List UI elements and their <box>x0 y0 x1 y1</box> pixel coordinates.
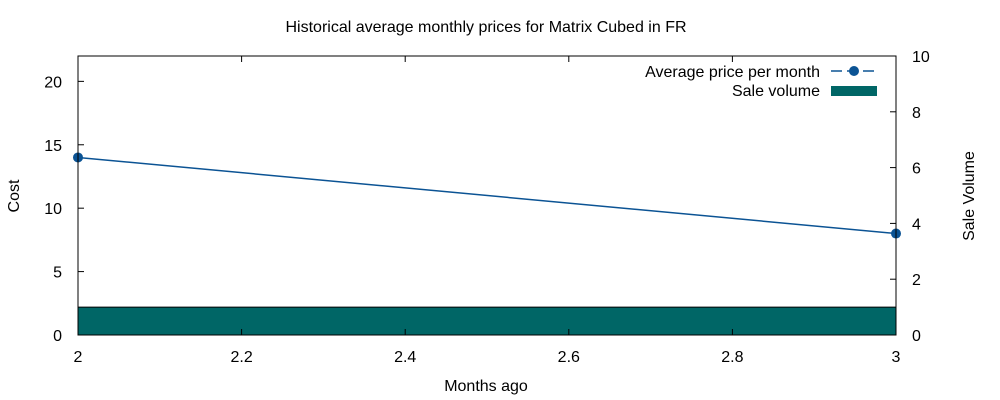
y-tick-label: 10 <box>44 201 62 218</box>
chart-title: Historical average monthly prices for Ma… <box>285 19 686 36</box>
x-tick-label: 2.4 <box>394 349 416 366</box>
y2-tick-label: 10 <box>912 49 930 66</box>
y-tick-label: 20 <box>44 74 62 91</box>
legend-label-volume: Sale volume <box>732 83 820 100</box>
x-tick-label: 3 <box>892 349 901 366</box>
y-axis-label: Cost <box>6 179 23 212</box>
x-tick-label: 2 <box>74 349 83 366</box>
y-tick-label: 0 <box>53 328 62 345</box>
y2-tick-label: 8 <box>912 105 921 122</box>
y-axis: 0 5 10 15 20 <box>44 74 84 345</box>
price-series <box>73 152 901 239</box>
volume-bar <box>78 307 896 335</box>
x-axis-label: Months ago <box>444 378 528 395</box>
x-axis: 2 2.2 2.4 2.6 2.8 3 <box>74 56 901 366</box>
y2-axis: 0 2 4 6 8 10 <box>890 49 930 345</box>
y2-axis-label: Sale Volume <box>961 151 978 241</box>
legend-swatch-volume <box>831 86 877 96</box>
y2-tick-label: 6 <box>912 161 921 178</box>
volume-bars <box>78 306 896 335</box>
y2-tick-label: 0 <box>912 328 921 345</box>
plot-frame <box>77 55 897 336</box>
y-tick-label: 5 <box>53 265 62 282</box>
legend: Average price per month Sale volume <box>645 64 877 100</box>
x-tick-label: 2.8 <box>721 349 743 366</box>
y-tick-label: 15 <box>44 138 62 155</box>
y2-tick-label: 4 <box>912 216 921 233</box>
legend-marker-price <box>849 66 859 76</box>
price-line <box>77 156 897 235</box>
legend-label-price: Average price per month <box>645 64 820 81</box>
x-tick-label: 2.2 <box>230 349 252 366</box>
y2-tick-label: 2 <box>912 272 921 289</box>
x-tick-label: 2.6 <box>558 349 580 366</box>
